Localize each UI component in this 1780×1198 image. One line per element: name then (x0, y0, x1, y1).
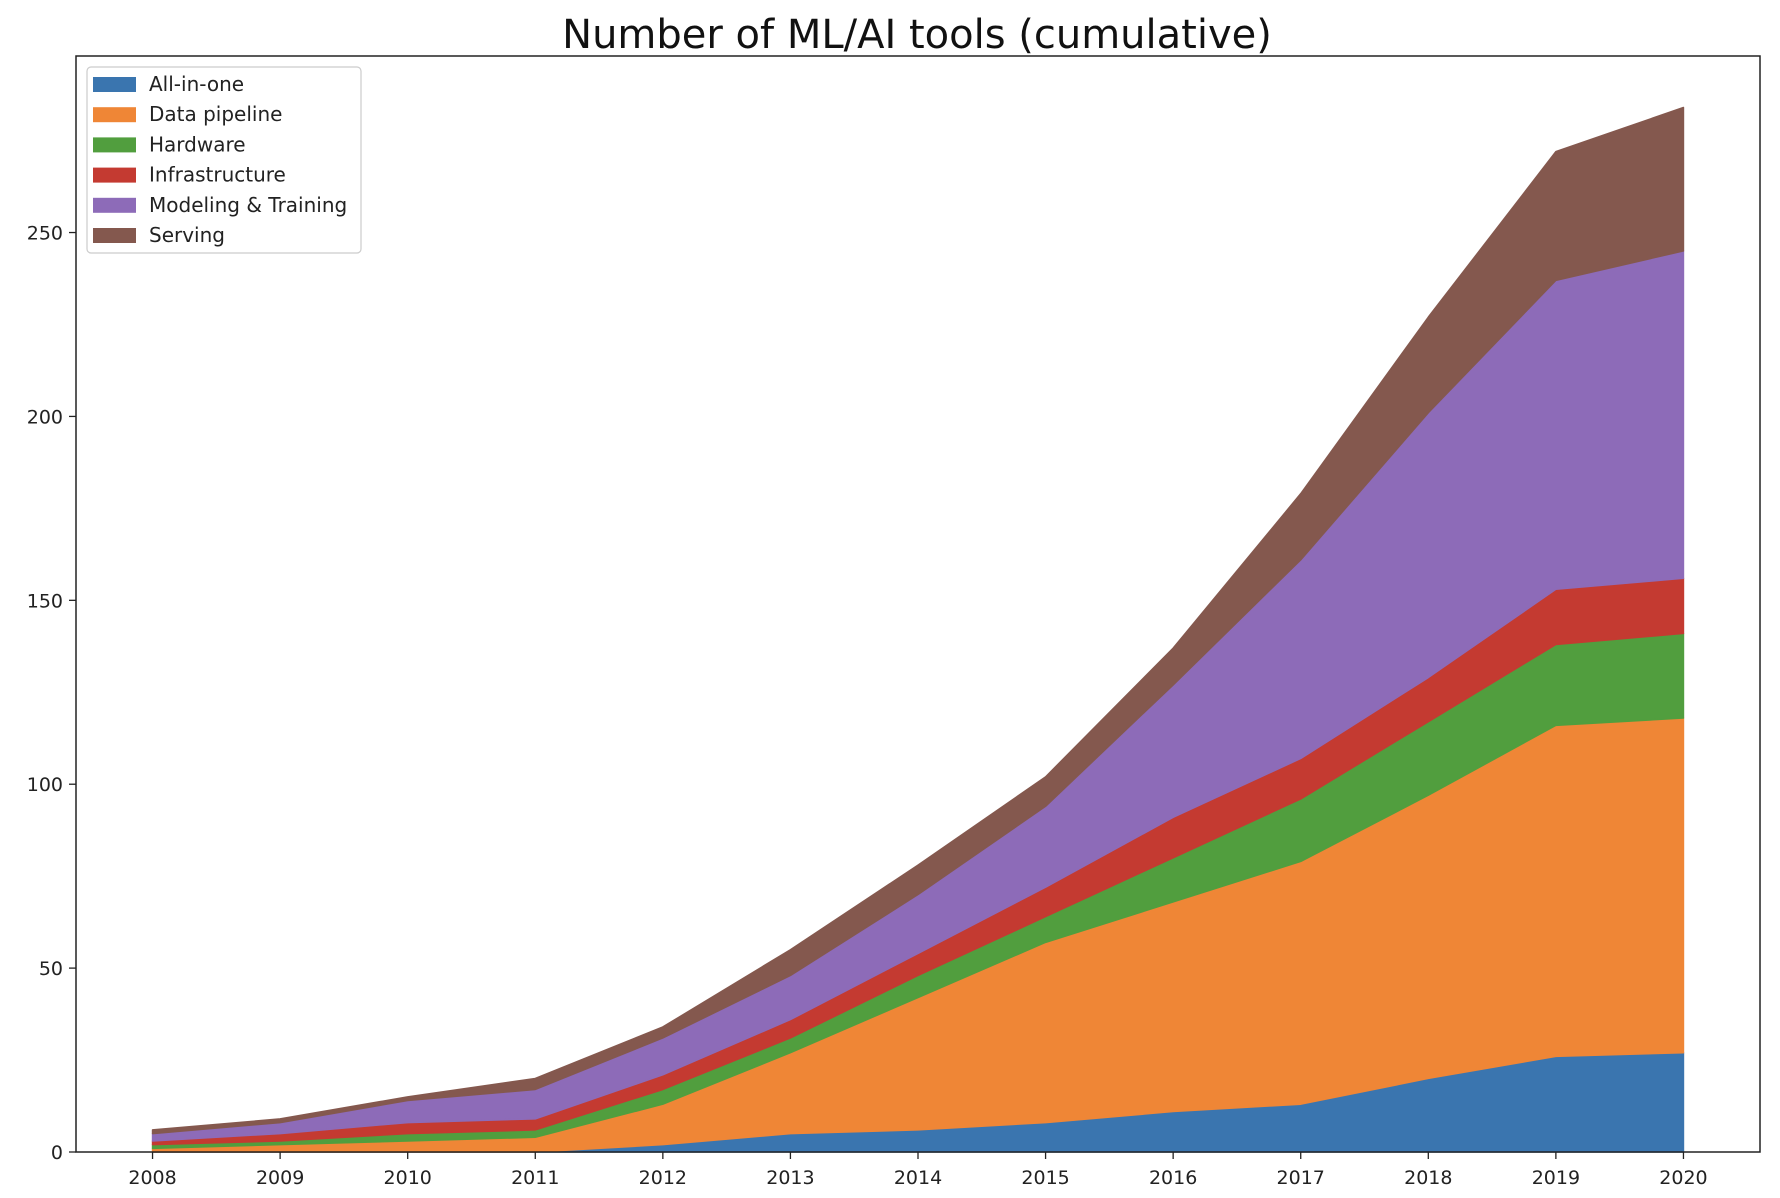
legend-swatch-modeling-and-training (93, 197, 136, 213)
area-series-serving (151, 106, 1685, 1135)
y-tick-label: 0 (51, 1142, 63, 1164)
x-tick-label: 2020 (1659, 1167, 1707, 1189)
x-tick-label: 2017 (1277, 1167, 1325, 1189)
y-tick-label: 200 (27, 406, 63, 428)
legend-label-data-pipeline: Data pipeline (149, 102, 282, 126)
x-tick-label: 2011 (511, 1167, 559, 1189)
legend: All-in-one Data pipeline Hardware Infrastru… (86, 66, 362, 254)
x-axis: 2008 2009 2010 2011 2012 2013 2014 2015 2016 2017… (128, 1152, 1708, 1189)
legend-swatch-infrastructure (93, 167, 136, 183)
x-tick-label: 2012 (639, 1167, 687, 1189)
y-tick-label: 150 (27, 590, 63, 612)
x-tick-label: 2009 (256, 1167, 304, 1189)
y-axis: 0 50 100 150 200 250 (27, 223, 76, 1164)
legend-swatch-hardware (93, 137, 136, 153)
legend-swatch-data-pipeline (93, 107, 136, 123)
y-tick-label: 250 (27, 223, 63, 245)
x-tick-label: 2016 (1149, 1167, 1197, 1189)
legend-label-all-in-one: All-in-one (149, 72, 244, 96)
x-tick-label: 2014 (894, 1167, 942, 1189)
legend-label-infrastructure: Infrastructure (149, 163, 286, 187)
legend-swatch-all-in-one (93, 77, 136, 92)
x-tick-label: 2010 (384, 1167, 432, 1189)
x-tick-label: 2015 (1021, 1167, 1069, 1189)
y-tick-label: 50 (39, 958, 63, 980)
legend-label-hardware: Hardware (149, 132, 246, 156)
legend-swatch-serving (93, 228, 136, 243)
legend-box (86, 66, 362, 254)
chart-title: Number of ML/AI tools (cumulative) (562, 12, 1272, 58)
x-tick-label: 2008 (128, 1167, 176, 1189)
y-tick-label: 100 (27, 774, 63, 796)
x-tick-label: 2019 (1532, 1167, 1580, 1189)
legend-label-serving: Serving (149, 223, 225, 247)
x-tick-label: 2018 (1404, 1167, 1452, 1189)
x-tick-label: 2013 (766, 1167, 814, 1189)
legend-label-modeling-and-training: Modeling & Training (149, 193, 347, 217)
area-layers (151, 106, 1685, 1153)
